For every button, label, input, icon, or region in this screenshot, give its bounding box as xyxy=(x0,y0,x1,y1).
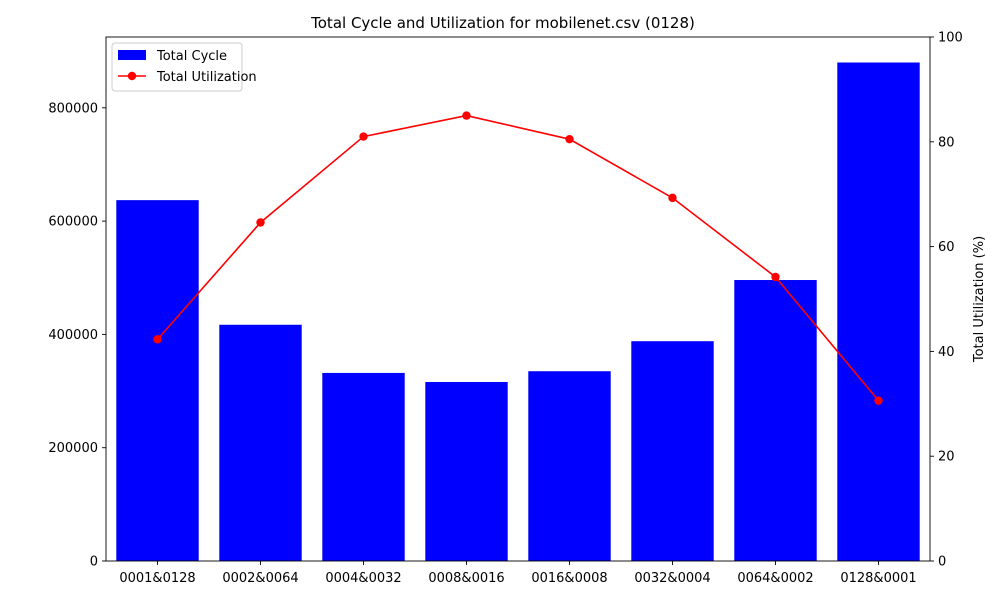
utilization-line xyxy=(156,114,880,402)
chart-title: Total Cycle and Utilization for mobilene… xyxy=(310,14,695,32)
line-point xyxy=(153,335,162,344)
bar xyxy=(322,372,405,561)
axes-group: 0001&0128 0002&0064 0004&0032 0008&0016 0016… xyxy=(48,31,962,587)
line-point xyxy=(668,193,677,203)
bar xyxy=(219,324,302,561)
bar xyxy=(528,371,611,561)
x-tick-label: 0064&0002 xyxy=(737,571,813,586)
legend: Total Cycle Total Utilization xyxy=(111,42,257,92)
x-tick-label: 0001&0128 xyxy=(119,571,195,586)
y-right-tick-label: 60 xyxy=(938,240,955,255)
line-point xyxy=(565,134,574,144)
x-tick-label: 0032&0004 xyxy=(634,571,710,586)
y-right-tick-label: 0 xyxy=(938,555,946,570)
y-right-tick-label: 100 xyxy=(938,31,963,46)
line-point xyxy=(462,111,471,120)
x-tick-label: 0008&0016 xyxy=(428,571,504,586)
line-series-group xyxy=(153,111,883,405)
bar-series-group xyxy=(116,62,920,562)
bar xyxy=(734,280,817,561)
x-tick-label: 0128&0001 xyxy=(840,571,916,586)
x-tick-label: 0002&0064 xyxy=(222,571,298,586)
legend-swatch-marker xyxy=(127,71,137,81)
bar xyxy=(425,381,508,561)
x-tick-label: 0016&0008 xyxy=(531,571,607,586)
plot-frame xyxy=(105,36,931,562)
y-left-tick-label: 200000 xyxy=(48,441,98,456)
y-left-tick-label: 400000 xyxy=(48,328,98,343)
line-point xyxy=(256,218,265,227)
y-left-tick-label: 600000 xyxy=(48,215,98,230)
line-point xyxy=(771,272,780,282)
y-right-axis-label: Total Utilization (%) xyxy=(972,236,987,363)
legend-swatch-total-cycle xyxy=(118,50,146,60)
y-right-tick-label: 20 xyxy=(938,450,955,465)
legend-label-total-cycle: Total Cycle xyxy=(156,49,227,64)
bar xyxy=(837,62,920,562)
y-left-tick-label: 0 xyxy=(90,555,98,570)
bar xyxy=(116,200,199,561)
y-right-tick-label: 80 xyxy=(938,135,955,150)
bar xyxy=(631,341,714,561)
line-point xyxy=(359,132,368,141)
line-point xyxy=(874,396,883,405)
x-tick-label: 0004&0032 xyxy=(325,571,401,586)
y-left-tick-label: 800000 xyxy=(48,101,98,116)
y-right-tick-label: 40 xyxy=(938,345,955,360)
legend-label-total-utilization: Total Utilization xyxy=(156,70,257,85)
